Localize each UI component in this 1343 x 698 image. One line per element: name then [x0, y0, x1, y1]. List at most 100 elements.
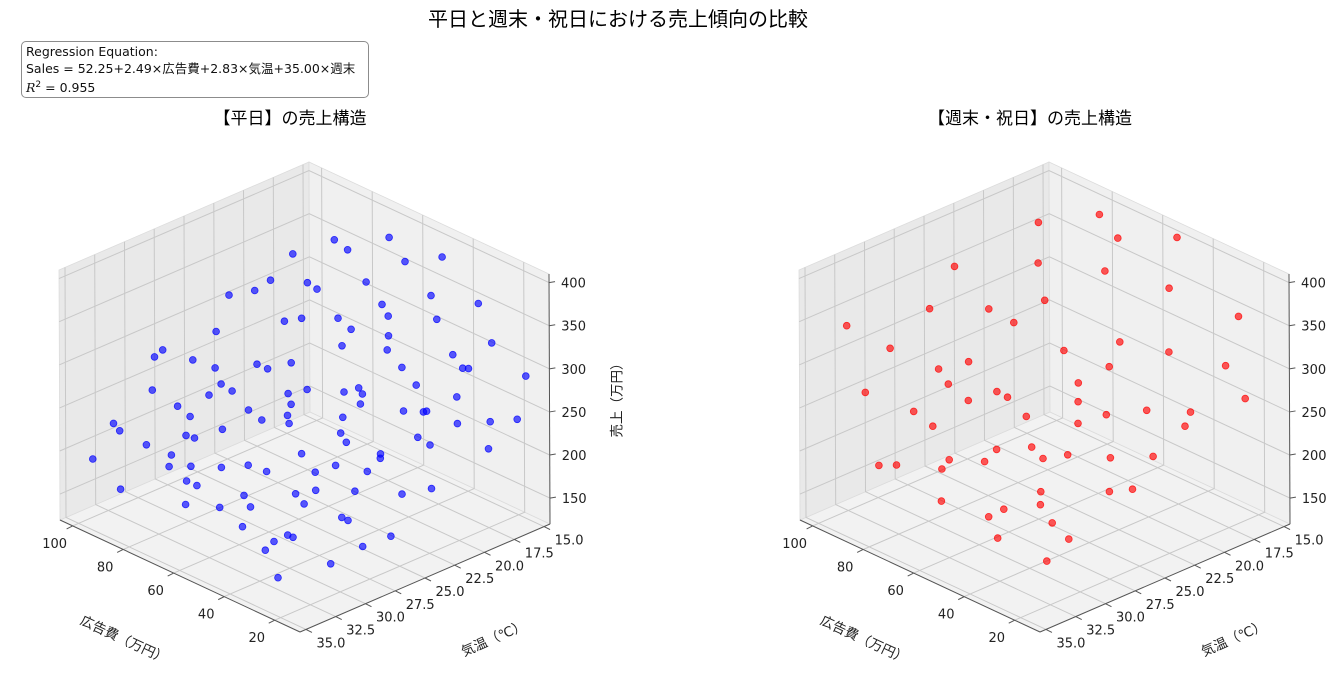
data-point	[399, 407, 408, 415]
data-point	[385, 233, 393, 242]
data-point	[378, 300, 386, 309]
data-point	[1074, 397, 1082, 406]
y-tick-mark	[514, 538, 521, 543]
y-tick-mark	[1075, 616, 1082, 621]
data-point	[148, 386, 157, 394]
x-gridline	[123, 191, 374, 550]
z-gridline	[59, 342, 550, 456]
data-point	[886, 344, 894, 353]
y-tick-label: 27.5	[406, 598, 435, 613]
x-tick-label: 40	[198, 608, 215, 623]
data-point	[205, 391, 213, 399]
data-point	[432, 315, 441, 324]
data-point	[343, 246, 352, 254]
y-tick-label: 35.0	[1056, 636, 1085, 651]
data-point	[218, 425, 227, 434]
data-point	[190, 434, 199, 442]
data-point	[1221, 361, 1230, 370]
data-point	[422, 407, 431, 416]
z-tick-mark	[1289, 410, 1296, 413]
data-point	[244, 406, 253, 414]
data-point	[303, 385, 311, 394]
y-tick-label: 27.5	[1146, 598, 1175, 613]
data-point	[1101, 267, 1109, 275]
y-axis-label: 気温（℃）	[1199, 618, 1269, 661]
z-tick-mark	[1289, 367, 1296, 370]
data-point	[165, 462, 173, 471]
data-point	[1116, 338, 1124, 346]
x-tick-mark	[907, 572, 914, 577]
data-point	[1114, 234, 1122, 242]
z-tick-label: 200	[562, 449, 587, 464]
data-point	[1181, 422, 1189, 431]
z-tick-label: 300	[561, 363, 586, 378]
data-point	[1149, 452, 1157, 461]
data-point	[289, 533, 297, 542]
data-point	[270, 537, 278, 546]
z-tick-mark	[549, 367, 556, 370]
data-point	[384, 331, 393, 340]
z-tick-label: 250	[1302, 406, 1327, 421]
z-gridline	[799, 342, 1290, 456]
y-tick-label: 20.0	[1235, 559, 1264, 574]
data-point	[387, 532, 395, 540]
data-point	[338, 413, 347, 422]
z-tick-mark	[549, 453, 556, 456]
data-point	[934, 365, 943, 373]
y-gridline	[243, 190, 485, 553]
x-tick-mark	[806, 525, 813, 530]
y-gridline	[893, 228, 1136, 592]
z-tick-label: 300	[1301, 363, 1326, 378]
data-point	[464, 364, 473, 373]
data-point	[938, 465, 946, 473]
data-point	[244, 461, 253, 470]
data-point	[521, 372, 530, 380]
z-gridline	[798, 170, 1290, 284]
z-gridline	[58, 170, 550, 284]
data-point	[228, 387, 236, 395]
data-point	[1241, 394, 1249, 403]
x-gridline	[173, 215, 425, 574]
data-point	[992, 445, 1001, 454]
x-tick-label: 100	[42, 537, 67, 552]
data-point	[326, 559, 335, 568]
x-axis-line	[799, 519, 1041, 633]
z-gridline	[799, 213, 1290, 327]
data-point	[993, 534, 1002, 542]
data-point	[182, 477, 191, 485]
x-tick-mark	[217, 596, 225, 601]
data-point	[187, 462, 195, 471]
data-point	[285, 419, 293, 428]
x-tick-mark	[66, 525, 73, 530]
y-tick-label: 22.5	[465, 572, 494, 587]
z-gridline	[799, 256, 1290, 370]
data-point	[384, 312, 393, 320]
data-point	[426, 441, 434, 449]
equation-formula: Sales = 52.25+2.49×広告費+2.83×気温+35.00×週末	[26, 60, 356, 76]
data-point	[261, 546, 270, 554]
data-point	[484, 444, 493, 453]
data-point	[266, 276, 275, 285]
z-tick-mark	[549, 324, 556, 327]
z-gridline	[799, 385, 1291, 499]
data-point	[487, 339, 496, 347]
data-point	[376, 450, 385, 458]
data-point	[1063, 450, 1072, 459]
data-point	[964, 357, 973, 366]
y-tick-mark	[454, 564, 461, 569]
data-point	[1048, 519, 1056, 527]
data-point	[217, 380, 225, 388]
data-point	[1034, 218, 1043, 227]
z-tick-mark	[1289, 453, 1296, 456]
z-tick-mark	[1288, 281, 1296, 284]
y-tick-mark	[424, 577, 432, 582]
data-point	[358, 390, 367, 398]
x-axis-line	[59, 519, 301, 633]
data-point	[257, 416, 266, 424]
x-tick-mark	[116, 549, 124, 553]
y-tick-label: 25.0	[1176, 585, 1205, 600]
data-point	[109, 419, 118, 428]
y-tick-label: 17.5	[1265, 546, 1294, 561]
x-gridline	[274, 262, 526, 621]
x-tick-label: 80	[97, 560, 114, 575]
